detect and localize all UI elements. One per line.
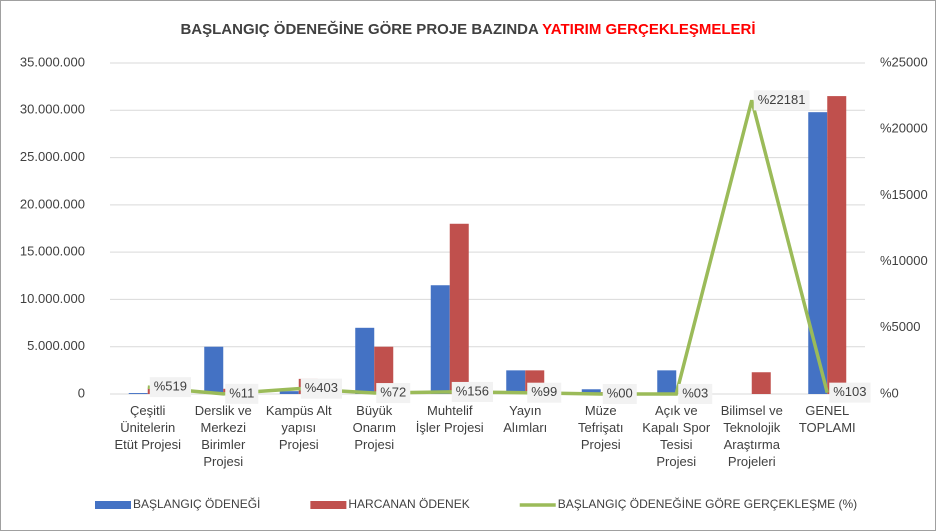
chart-title: BAŞLANGIÇ ÖDENEĞİNE GÖRE PROJE BAZINDA Y…: [180, 20, 755, 38]
bar: [374, 346, 394, 394]
value-label-bg: [300, 378, 342, 399]
y2-tick-label: %5000: [880, 319, 920, 334]
x-tick-label: Yayın Alımları: [503, 403, 547, 435]
value-label: %519: [154, 379, 187, 394]
y-tick-label: 25.000.000: [20, 149, 85, 164]
value-label-bg: [829, 382, 871, 403]
title-main: BAŞLANGIÇ ÖDENEĞİNE GÖRE PROJE BAZINDA: [180, 20, 539, 38]
value-label: %00: [607, 385, 633, 400]
bar: [449, 223, 469, 394]
value-label: %11: [229, 385, 254, 400]
value-label: %403: [305, 380, 338, 395]
y2-tick-label: %0: [880, 385, 899, 400]
y-tick-label: 15.000.000: [20, 244, 85, 259]
bar: [751, 372, 771, 394]
bar: [204, 346, 224, 394]
x-tick-label: Açık ve Kapalı Spor Tesisi Projesi: [642, 403, 711, 469]
value-label-bg: [451, 381, 493, 402]
x-tick-label: Büyük Onarım Projesi: [353, 403, 396, 452]
legend-swatch: [95, 501, 131, 509]
bar: [430, 285, 450, 394]
value-label: %156: [456, 383, 489, 398]
value-label-bg: [602, 384, 637, 404]
value-label: %99: [531, 384, 557, 399]
x-tick-label: GENEL TOPLAMI: [799, 403, 856, 435]
value-label-bg: [753, 90, 810, 111]
bar: [355, 327, 375, 394]
y-tick-label: 20.000.000: [20, 196, 85, 211]
legend-label: HARCANAN ÖDENEK: [348, 497, 469, 511]
bar: [128, 393, 148, 394]
y2-tick-label: %15000: [880, 187, 928, 202]
value-label-bg: [376, 383, 411, 404]
value-label: %03: [682, 385, 708, 400]
value-label-bg: [149, 377, 191, 398]
title-highlight: YATIRIM GERÇEKLEŞMELERİ: [542, 21, 755, 38]
value-label-bg: [225, 383, 259, 404]
legend-label: BAŞLANGIÇ ÖDENEĞİ: [133, 496, 260, 511]
y-tick-label: 0: [78, 385, 85, 400]
legend-label: BAŞLANGIÇ ÖDENEĞİNE GÖRE GERÇEKLEŞME (%): [558, 496, 857, 511]
value-label: %103: [833, 384, 866, 399]
x-tick-label: Bilimsel ve Teknolojik Araştırma Projeleri: [721, 403, 783, 469]
y2-tick-label: %25000: [880, 54, 928, 69]
y-tick-label: 10.000.000: [20, 291, 85, 306]
value-label-bg: [527, 382, 562, 403]
x-tick-label: Çeşitli Ünitelerin Etüt Projesi: [115, 403, 182, 452]
bar: [279, 391, 299, 394]
y-tick-label: 5.000.000: [27, 338, 85, 353]
value-label: %72: [380, 384, 406, 399]
value-label: %22181: [758, 92, 806, 107]
bar: [827, 96, 847, 394]
y-tick-label: 35.000.000: [20, 54, 85, 69]
x-tick-label: Kampüs Alt yapısı Projesi: [266, 403, 332, 452]
bar: [506, 370, 526, 394]
bar: [657, 370, 677, 394]
y-tick-label: 30.000.000: [20, 102, 85, 117]
bar: [808, 112, 828, 395]
x-tick-label: Derslik ve Merkezi Birimler Projesi: [195, 403, 252, 469]
y2-tick-label: %10000: [880, 253, 928, 268]
bar: [581, 389, 601, 394]
y2-tick-label: %20000: [880, 121, 928, 136]
legend-swatch: [310, 501, 347, 509]
x-tick-label: Muhtelif İşler Projesi: [416, 403, 484, 435]
x-tick-label: Müze Tefrişatı Projesi: [578, 403, 624, 452]
value-label-bg: [678, 383, 713, 404]
